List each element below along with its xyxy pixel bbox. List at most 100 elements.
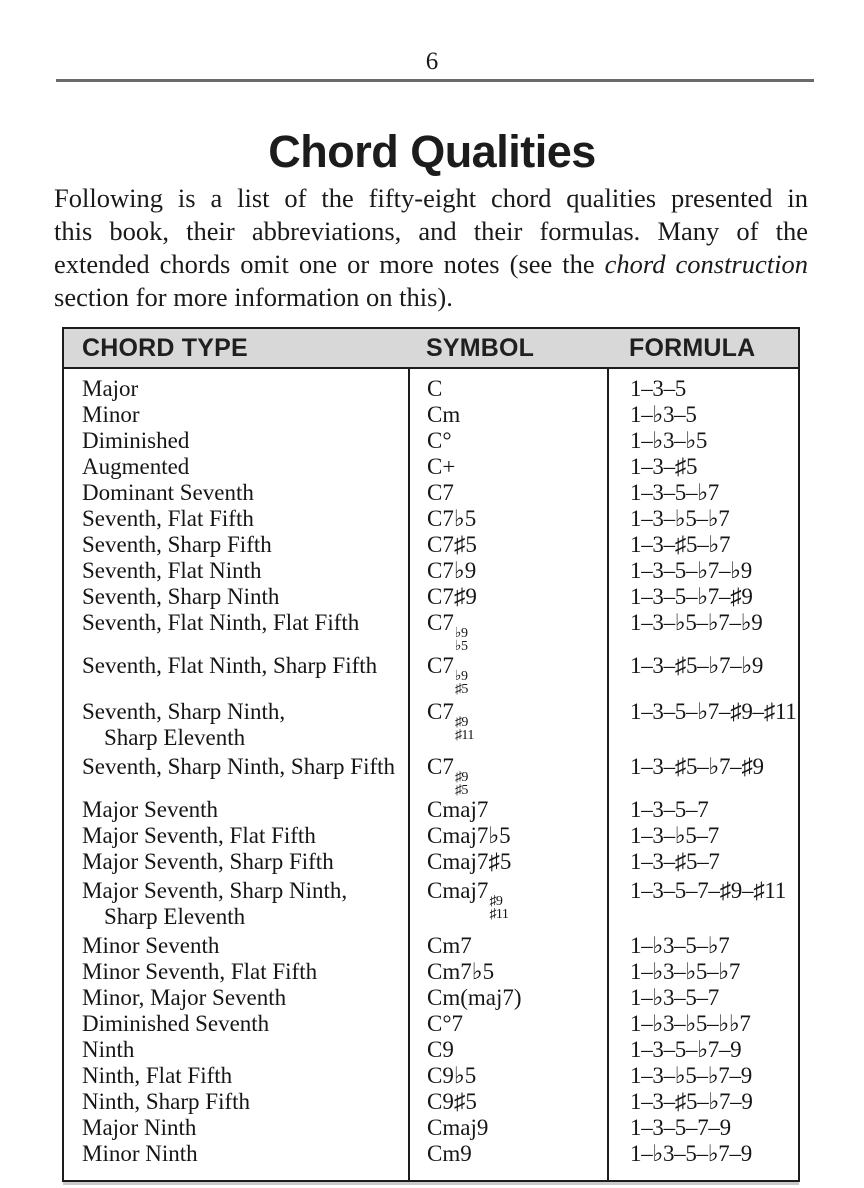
symbol-cell: Cmaj7	[408, 797, 607, 823]
formula-cell: 1–3–5–♭7–♯9	[607, 584, 798, 610]
table-row: Major Ninth Cmaj9 1–3–5–7–9	[64, 1115, 798, 1141]
symbol-base: Cm7♭5	[427, 959, 495, 984]
intro-line: section for more information on this).	[54, 281, 808, 314]
chord-type-text: Seventh, Sharp Fifth	[82, 532, 272, 557]
table-row: Major Seventh Cmaj7 1–3–5–7	[64, 797, 798, 823]
formula-cell: 1–3–♯5–♭7–9	[607, 1089, 798, 1115]
chord-type-cell: Diminished	[64, 428, 408, 454]
table-row: Minor, Major Seventh Cm(maj7) 1–♭3–5–7	[64, 985, 798, 1011]
intro-text: extended chords omit one or more notes (…	[54, 249, 605, 279]
chord-type-cell: Ninth	[64, 1037, 408, 1063]
symbol-cell: C7♯9	[408, 584, 607, 610]
intro-text: section for more information on this).	[54, 282, 453, 312]
chord-type-cell: Ninth, Sharp Fifth	[64, 1089, 408, 1115]
symbol-base: Cm	[427, 402, 461, 427]
symbol-base: C+	[427, 454, 456, 479]
symbol-alteration: ♯11	[454, 727, 474, 743]
table-row: Augmented C+ 1–3–♯5	[64, 454, 798, 480]
chord-type-cell: Minor Seventh	[64, 933, 408, 959]
symbol-cell: C	[408, 369, 607, 402]
chord-type-text: Major Seventh, Sharp Ninth,	[82, 878, 348, 903]
intro-text: this book, their abbreviations, and thei…	[54, 216, 808, 246]
symbol-cell: C°	[408, 428, 607, 454]
table-row: Diminished Seventh C°7 1–♭3–♭5–♭♭7	[64, 1011, 798, 1037]
formula-cell: 1–3–5–7–♯9–♯11	[607, 875, 798, 933]
symbol-alteration: ♭9	[454, 669, 468, 684]
symbol-base: C7♭5	[427, 506, 477, 531]
column-header-chord-type: CHORD TYPE	[82, 333, 248, 362]
symbol-cell: Cmaj9	[408, 1115, 607, 1141]
symbol-base: Cmaj7	[427, 797, 489, 822]
chord-type-text: Major	[82, 376, 139, 401]
chord-type-cell: Seventh, Sharp Ninth, Sharp Eleventh	[64, 696, 408, 754]
header-rule	[56, 79, 814, 82]
symbol-cell: C7 ♯9 ♯11	[408, 696, 607, 754]
formula-cell: 1–3–♯5	[607, 454, 798, 480]
intro-paragraph: Following is a list of the fifty-eight c…	[54, 182, 808, 314]
symbol-cell: Cm7♭5	[408, 959, 607, 985]
symbol-base: Cm7	[427, 933, 472, 958]
chord-type-cell: Dominant Seventh	[64, 480, 408, 506]
chord-type-text: Diminished	[82, 428, 190, 453]
symbol-alteration: ♯9	[489, 894, 503, 909]
chord-type-cell: Minor, Major Seventh	[64, 985, 408, 1011]
column-header-symbol: SYMBOL	[426, 333, 535, 362]
table-row: Seventh, Flat Fifth C7♭5 1–3–♭5–♭7	[64, 506, 798, 532]
chord-type-cell: Augmented	[64, 454, 408, 480]
chord-type-text: Sharp Eleventh	[104, 904, 246, 929]
chord-type-text: Seventh, Flat Ninth, Flat Fifth	[82, 610, 360, 635]
symbol-base: Cmaj7	[427, 878, 489, 903]
table-row: Seventh, Flat Ninth, Sharp Fifth C7 ♭9 ♯5 1–…	[64, 653, 798, 696]
table-row: Major Seventh, Flat Fifth Cmaj7♭5 1–3–♭5–7	[64, 823, 798, 849]
chord-type-text: Minor Seventh	[82, 933, 220, 958]
chord-type-cell: Seventh, Flat Ninth, Sharp Fifth	[64, 653, 408, 696]
formula-cell: 1–♭3–5	[607, 402, 798, 428]
formula-cell: 1–3–5–7	[607, 797, 798, 823]
chord-type-text: Ninth	[82, 1037, 135, 1062]
symbol-base: C9♯5	[427, 1089, 477, 1114]
formula-cell: 1–♭3–♭5–♭7	[607, 959, 798, 985]
formula-cell: 1–3–5–7–9	[607, 1115, 798, 1141]
chord-type-text: Minor, Major Seventh	[82, 985, 287, 1010]
intro-italic-phrase: chord construction	[604, 249, 808, 279]
chord-type-cell: Minor Seventh, Flat Fifth	[64, 959, 408, 985]
table-row: Minor Cm 1–♭3–5	[64, 402, 798, 428]
chord-type-text: Major Ninth	[82, 1115, 197, 1140]
symbol-cell: C7 ♯9 ♯5	[408, 754, 607, 797]
formula-cell: 1–3–5–♭7–♯9–♯11	[607, 696, 798, 754]
symbol-base: C9	[427, 1037, 454, 1062]
table-row: Seventh, Sharp Ninth, Sharp Fifth C7 ♯9 ♯5 1…	[64, 754, 798, 797]
formula-cell: 1–3–5	[607, 369, 798, 402]
symbol-cell: C7♭5	[408, 506, 607, 532]
table-row: Minor Ninth Cm9 1–♭3–5–♭7–9	[64, 1141, 798, 1180]
table-row: Major Seventh, Sharp Fifth Cmaj7♯5 1–3–♯5–…	[64, 849, 798, 875]
symbol-base: C	[427, 376, 443, 401]
table-row: Major Seventh, Sharp Ninth, Sharp Elevent…	[64, 875, 798, 933]
chord-type-text: Seventh, Sharp Ninth, Sharp Fifth	[82, 754, 396, 779]
chord-type-text: Ninth, Flat Fifth	[82, 1063, 233, 1088]
table-row: Seventh, Flat Ninth C7♭9 1–3–5–♭7–♭9	[64, 558, 798, 584]
table-row: Ninth, Flat Fifth C9♭5 1–3–♭5–♭7–9	[64, 1063, 798, 1089]
symbol-cell: C9	[408, 1037, 607, 1063]
table-row: Ninth C9 1–3–5–♭7–9	[64, 1037, 798, 1063]
symbol-base: C9♭5	[427, 1063, 477, 1088]
table-header-row: CHORD TYPE SYMBOL FORMULA	[64, 329, 798, 369]
chord-type-text: Minor Ninth	[82, 1141, 198, 1166]
chord-type-cell: Minor	[64, 402, 408, 428]
chord-type-cell: Seventh, Sharp Ninth, Sharp Fifth	[64, 754, 408, 797]
symbol-cell: C9♯5	[408, 1089, 607, 1115]
chord-type-cell: Major Seventh, Sharp Fifth	[64, 849, 408, 875]
chord-type-cell: Seventh, Flat Fifth	[64, 506, 408, 532]
chord-type-cell: Ninth, Flat Fifth	[64, 1063, 408, 1089]
page-number: 6	[425, 48, 439, 75]
table-row: Dominant Seventh C7 1–3–5–♭7	[64, 480, 798, 506]
formula-cell: 1–♭3–5–♭7	[607, 933, 798, 959]
chord-type-cell: Major Seventh, Flat Fifth	[64, 823, 408, 849]
formula-cell: 1–3–♭5–♭7–♭9	[607, 610, 798, 653]
formula-cell: 1–3–♯5–♭7–♭9	[607, 653, 798, 696]
symbol-alteration-stack: ♯9 ♯11	[454, 716, 474, 743]
table-row: Seventh, Flat Ninth, Flat Fifth C7 ♭9 ♭5 1–3…	[64, 610, 798, 653]
chord-type-cell: Seventh, Sharp Fifth	[64, 532, 408, 558]
chord-type-text: Augmented	[82, 454, 190, 479]
symbol-base: C7	[427, 653, 454, 678]
